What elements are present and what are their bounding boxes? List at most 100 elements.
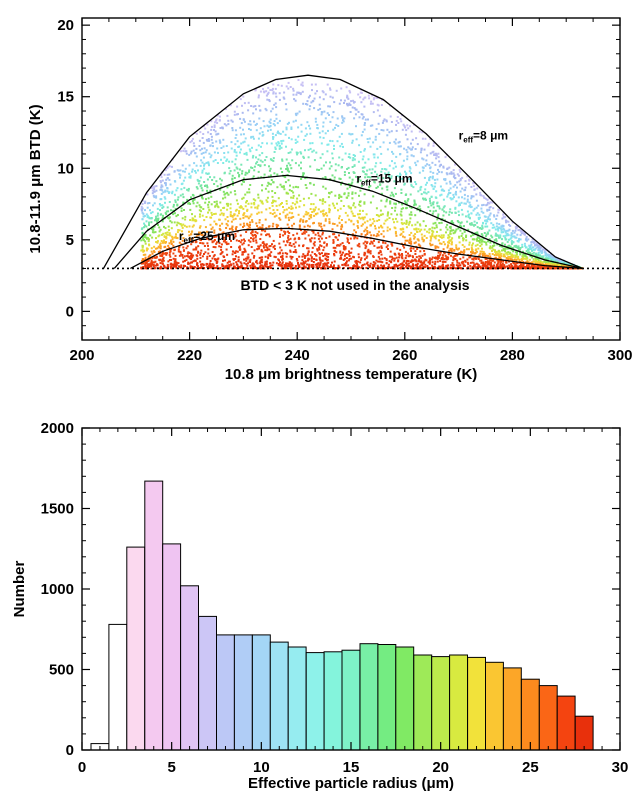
scatter-point: [392, 257, 394, 260]
scatter-point: [155, 195, 158, 198]
scatter-point: [213, 183, 216, 185]
scatter-point: [335, 236, 338, 239]
scatter-point: [441, 254, 444, 257]
scatter-point: [308, 225, 311, 228]
scatter-point: [242, 242, 245, 245]
scatter-point: [438, 205, 441, 208]
scatter-point: [518, 237, 521, 240]
scatter-point: [324, 117, 327, 120]
scatter-point: [268, 120, 271, 123]
scatter-point: [314, 233, 317, 236]
scatter-point: [171, 165, 173, 168]
scatter-point: [454, 258, 457, 260]
scatter-point: [372, 234, 375, 237]
scatter-point: [321, 233, 324, 236]
scatter-point: [402, 235, 404, 238]
scatter-point: [331, 228, 334, 231]
scatter-point: [206, 257, 209, 260]
scatter-point: [302, 174, 304, 177]
scatter-point: [516, 251, 518, 254]
scatter-point: [552, 263, 555, 266]
scatter-point: [357, 110, 360, 113]
scatter-point: [274, 134, 277, 137]
scatter-point: [267, 181, 270, 184]
scatter-point: [180, 210, 183, 212]
scatter-point: [407, 198, 410, 201]
scatter-point: [452, 193, 455, 196]
scatter-point: [409, 193, 412, 196]
scatter-point: [170, 227, 173, 230]
scatter-point: [348, 103, 350, 106]
scatter-point: [376, 219, 379, 222]
scatter-point: [428, 164, 431, 167]
scatter-point: [350, 210, 353, 213]
scatter-point: [258, 221, 261, 224]
scatter-point: [410, 242, 413, 245]
scatter-point: [411, 259, 414, 262]
scatter-point: [159, 213, 162, 216]
scatter-point: [161, 204, 164, 207]
scatter-point: [412, 155, 415, 158]
scatter-point: [249, 261, 252, 263]
scatter-point: [468, 243, 471, 246]
scatter-point: [422, 169, 425, 172]
scatter-point: [254, 206, 257, 209]
scatter-point: [481, 204, 484, 207]
scatter-point: [478, 255, 481, 257]
scatter-point: [299, 92, 302, 95]
scatter-point: [452, 185, 455, 188]
scatter-point: [309, 127, 312, 130]
scatter-point: [508, 255, 511, 258]
scatter-point: [172, 203, 175, 206]
scatter-point: [257, 96, 260, 99]
scatter-point: [255, 222, 258, 225]
scatter-point: [506, 233, 509, 236]
scatter-point: [278, 92, 281, 95]
scatter-point: [369, 124, 372, 127]
scatter-point: [209, 223, 212, 226]
scatter-point: [148, 202, 151, 204]
scatter-point: [485, 222, 487, 225]
scatter-point: [373, 263, 376, 266]
scatter-point: [269, 212, 272, 215]
scatter-point: [340, 132, 343, 135]
scatter-point: [460, 201, 463, 204]
scatter-point: [521, 243, 524, 246]
scatter-point: [399, 248, 402, 251]
scatter-point: [181, 239, 184, 242]
scatter-point: [195, 164, 198, 167]
scatter-point: [480, 207, 483, 210]
scatter-point: [314, 83, 317, 86]
scatter-point: [333, 144, 335, 147]
scatter-point: [228, 264, 231, 266]
scatter-point: [439, 260, 442, 262]
scatter-point: [519, 252, 522, 255]
scatter-point: [474, 257, 477, 260]
scatter-point: [279, 235, 281, 238]
scatter-point: [437, 152, 440, 155]
scatter-point: [169, 255, 172, 258]
scatter-point: [405, 129, 408, 132]
scatter-point: [275, 142, 278, 145]
scatter-point: [504, 234, 507, 237]
scatter-point: [261, 189, 263, 192]
scatter-point: [281, 264, 283, 267]
scatter-point: [451, 262, 454, 265]
scatter-point: [155, 255, 158, 258]
scatter-point: [381, 99, 384, 101]
scatter-point: [207, 211, 209, 214]
scatter-point: [170, 243, 173, 245]
scatter-point: [219, 213, 222, 216]
scatter-point: [247, 217, 250, 220]
scatter-point: [254, 236, 257, 239]
scatter-point: [529, 255, 532, 258]
scatter-point: [462, 263, 465, 266]
scatter-point: [528, 258, 531, 261]
scatter-point: [476, 226, 479, 229]
scatter-point: [193, 248, 196, 251]
scatter-point: [242, 128, 244, 131]
scatter-point: [289, 86, 292, 88]
scatter-point: [424, 197, 427, 200]
scatter-point: [298, 205, 301, 208]
scatter-point: [153, 188, 156, 191]
